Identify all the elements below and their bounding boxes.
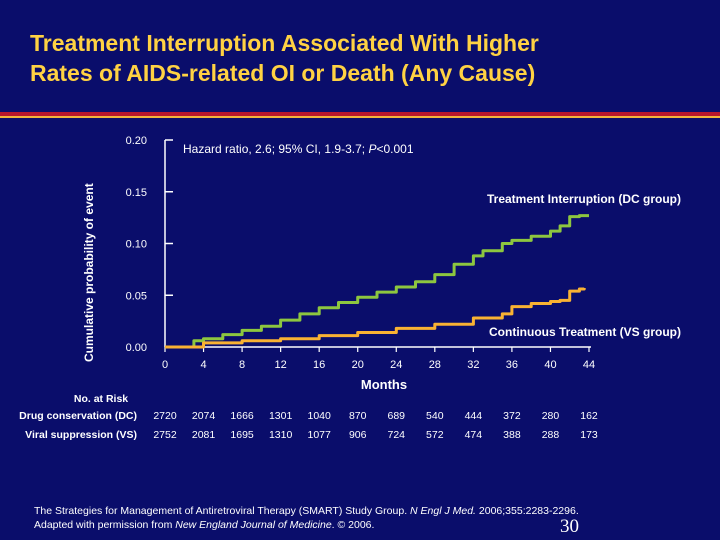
title-line-2: Rates of AIDS-related OI or Death (Any C… <box>30 60 536 86</box>
page-title: Treatment Interruption Associated With H… <box>30 28 710 88</box>
risk-value-dc: 689 <box>388 410 406 422</box>
risk-values: 2720 2074 1666 1301 1040 870 689 540 444 372 280 16… <box>153 410 598 441</box>
x-tick-label: 40 <box>544 359 556 371</box>
y-axis-label: Cumulative probability of event <box>82 183 96 362</box>
risk-value-vs: 474 <box>465 429 483 441</box>
risk-value-vs: 2081 <box>192 429 216 441</box>
risk-value-dc: 2074 <box>192 410 216 422</box>
y-tick-label: 0.10 <box>126 239 147 251</box>
risk-value-vs: 724 <box>388 429 406 441</box>
series-line-dc <box>165 214 589 349</box>
x-tick-label: 28 <box>429 359 441 371</box>
x-tick-label: 0 <box>162 359 168 371</box>
risk-value-vs: 572 <box>426 429 444 441</box>
citation-rest: 2006;355:2283-2296. <box>475 505 579 517</box>
title-line-1: Treatment Interruption Associated With H… <box>30 30 539 56</box>
y-tick-label: 0.05 <box>126 290 147 302</box>
risk-value-dc: 1301 <box>269 410 293 422</box>
y-tick-label: 0.15 <box>126 187 147 199</box>
permission-rest: . © 2006. <box>331 519 375 531</box>
risk-value-vs: 173 <box>580 429 598 441</box>
x-tick-label: 32 <box>467 359 479 371</box>
risk-value-vs: 1077 <box>308 429 332 441</box>
x-tick-label: 12 <box>275 359 287 371</box>
risk-value-dc: 870 <box>349 410 367 422</box>
risk-row-label-dc: Drug conservation (DC) <box>19 410 137 422</box>
x-tick-label: 24 <box>390 359 402 371</box>
risk-value-dc: 280 <box>542 410 560 422</box>
x-tick-label: 8 <box>239 359 245 371</box>
x-tick-label: 20 <box>352 359 364 371</box>
citation-text: The Strategies for Management of Antiret… <box>34 505 411 517</box>
citation-journal: N Engl J Med. <box>410 505 476 517</box>
title-divider-gold <box>0 116 720 118</box>
series-label-vs: Continuous Treatment (VS group) <box>489 325 681 339</box>
hazard-ratio-annotation: Hazard ratio, 2.6; 95% CI, 1.9-3.7; P<0.… <box>183 142 414 156</box>
x-tick-label: 36 <box>506 359 518 371</box>
risk-value-dc: 372 <box>503 410 521 422</box>
axes <box>164 140 591 348</box>
risk-value-vs: 388 <box>503 429 521 441</box>
risk-value-vs: 906 <box>349 429 367 441</box>
risk-value-dc: 444 <box>465 410 483 422</box>
risk-value-vs: 2752 <box>153 429 177 441</box>
x-axis-label: Months <box>361 377 407 392</box>
annotation-suffix: <0.001 <box>376 142 413 156</box>
y-tick-label: 0.00 <box>126 342 147 354</box>
annotation-p: P <box>368 142 376 156</box>
permission-text: Adapted with permission from <box>34 519 176 531</box>
risk-value-dc: 2720 <box>153 410 177 422</box>
y-tick-label: 0.20 <box>126 135 147 147</box>
risk-value-dc: 1666 <box>230 410 254 422</box>
citation-footer: The Strategies for Management of Antiret… <box>34 504 674 532</box>
x-tick-label: 44 <box>583 359 595 371</box>
series-lines <box>165 214 589 349</box>
risk-table-title: No. at Risk <box>74 393 128 405</box>
risk-value-vs: 288 <box>542 429 560 441</box>
title-divider-red <box>0 112 720 116</box>
risk-value-vs: 1310 <box>269 429 293 441</box>
y-ticks: 0.00 0.05 0.10 0.15 0.20 <box>126 135 173 354</box>
series-line-vs <box>165 287 586 349</box>
x-tick-label: 4 <box>200 359 206 371</box>
risk-value-dc: 1040 <box>308 410 332 422</box>
risk-value-dc: 162 <box>580 410 598 422</box>
page-number: 30 <box>560 516 579 537</box>
risk-value-dc: 540 <box>426 410 444 422</box>
citation-line-2: Adapted with permission from New England… <box>34 518 674 532</box>
x-tick-label: 16 <box>313 359 325 371</box>
series-label-dc: Treatment Interruption (DC group) <box>487 192 681 206</box>
x-ticks: 0 4 8 12 16 20 24 28 32 36 40 44 <box>162 347 595 371</box>
risk-row-label-vs: Viral suppression (VS) <box>25 429 137 441</box>
annotation-prefix: Hazard ratio, 2.6; 95% CI, 1.9-3.7; <box>183 142 368 156</box>
risk-value-vs: 1695 <box>230 429 254 441</box>
permission-journal: New England Journal of Medicine <box>175 519 332 531</box>
citation-line-1: The Strategies for Management of Antiret… <box>34 504 674 518</box>
